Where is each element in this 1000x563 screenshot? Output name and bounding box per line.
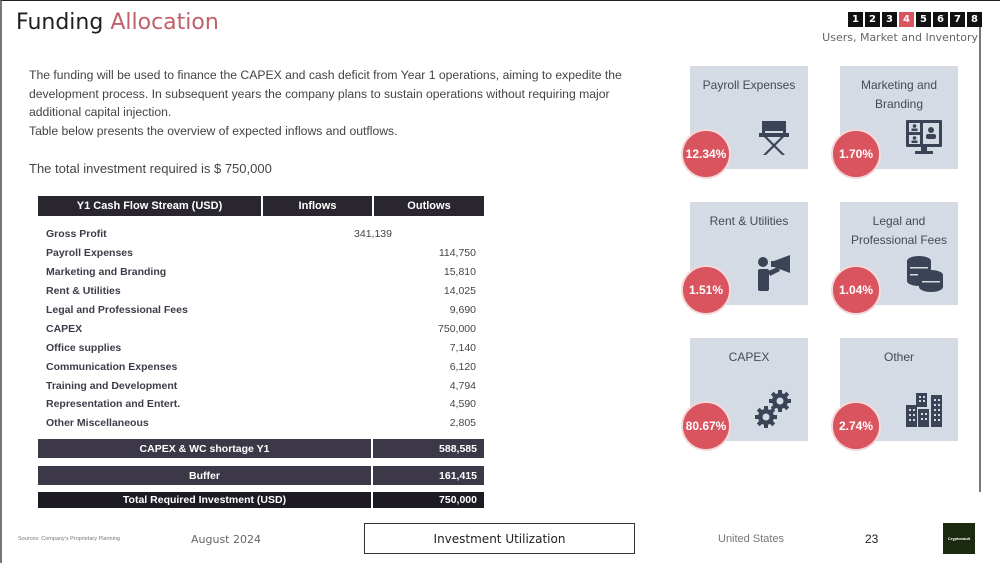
pager-item-1[interactable]: 1 [848, 12, 863, 27]
summary-value: 750,000 [373, 492, 484, 508]
card-title: Marketing and Branding [860, 78, 938, 111]
right-divider [979, 14, 981, 492]
footer-country: United States [718, 533, 785, 545]
footer-date: August 2024 [191, 533, 261, 546]
summary-value: 588,585 [373, 439, 484, 458]
page-number: 23 [865, 532, 879, 546]
percent-badge: 1.51% [681, 265, 731, 315]
row-outflow: 114,750 [438, 247, 476, 260]
card-title: CAPEX [728, 350, 770, 364]
summary-value: 161,415 [373, 466, 484, 485]
row-outflow: 4,794 [449, 379, 476, 392]
summary-row-shortage: CAPEX & WC shortage Y1 588,585 [38, 439, 484, 458]
row-label: Rent & Utilities [46, 285, 121, 298]
page-title: Funding Allocation [16, 10, 219, 35]
pager-item-7[interactable]: 7 [950, 12, 965, 27]
card-title: Rent & Utilities [709, 214, 789, 228]
row-outflow: 2,805 [449, 417, 476, 430]
title-accent: Allocation [110, 10, 219, 35]
megaphone-person-icon [758, 255, 790, 291]
table-header-inflows: Inflows [263, 196, 372, 216]
row-label: Gross Profit [46, 228, 107, 241]
row-outflow: 15,810 [443, 266, 476, 279]
cash-flow-table: Gross Profit 341,139 Payroll Expenses 114,… [38, 225, 484, 433]
percent-badge: 12.34% [681, 129, 731, 179]
card-payroll: Payroll Expenses [690, 66, 808, 169]
table-note: Table below presents the overview of exp… [29, 123, 398, 138]
footer-section-title: Investment Utilization [364, 523, 635, 554]
row-outflow: 6,120 [449, 360, 476, 373]
title-main: Funding [16, 10, 104, 35]
card-marketing: Marketing and Branding [840, 66, 958, 169]
row-label: CAPEX [46, 322, 83, 335]
row-label: Training and Development [46, 379, 178, 392]
footer-sources: Sources: Company's Proprietary Planning [18, 536, 120, 542]
table-row: Rent & Utilities 14,025 [38, 282, 484, 301]
row-label: Other Miscellaneous [46, 417, 149, 430]
pager-item-4-active[interactable]: 4 [899, 12, 914, 27]
pager-item-2[interactable]: 2 [865, 12, 880, 27]
row-outflow: 14,025 [443, 285, 476, 298]
row-label: Representation and Entert. [46, 398, 181, 411]
summary-label: CAPEX & WC shortage Y1 [38, 439, 371, 458]
table-row: Payroll Expenses 114,750 [38, 244, 484, 263]
table-header-outflows: Outlows [374, 196, 484, 216]
section-pager: 1 2 3 4 5 6 7 8 [848, 12, 982, 27]
buildings-icon [906, 393, 942, 427]
card-title: Payroll Expenses [702, 78, 796, 92]
pager-item-8[interactable]: 8 [967, 12, 982, 27]
table-row: Other Miscellaneous 2,805 [38, 414, 484, 433]
total-investment-line: The total investment required is $ 750,0… [29, 161, 272, 176]
row-outflow: 9,690 [449, 304, 476, 316]
percent-badge: 1.04% [831, 265, 881, 315]
summary-label: Buffer [38, 466, 371, 485]
card-other: Other [840, 338, 958, 441]
company-logo: Cryptovault [943, 523, 975, 554]
row-label: Legal and Professional Fees [46, 304, 188, 316]
pager-item-5[interactable]: 5 [916, 12, 931, 27]
row-inflow: 341,139 [354, 228, 392, 241]
table-row: Legal and Professional Fees 9,690 [38, 301, 484, 320]
card-title: Other [883, 350, 914, 364]
intro-text: The funding will be used to finance the … [29, 66, 649, 140]
video-conference-icon [906, 120, 942, 154]
table-row: CAPEX 750,000 [38, 319, 484, 338]
row-label: Office supplies [46, 341, 122, 354]
table-row: Representation and Entert. 4,590 [38, 395, 484, 414]
summary-row-total: Total Required Investment (USD) 750,000 [38, 492, 484, 508]
card-rent: Rent & Utilities [690, 202, 808, 305]
row-outflow: 750,000 [438, 322, 476, 335]
summary-label: Total Required Investment (USD) [38, 492, 371, 508]
director-chair-icon [759, 121, 789, 155]
card-title: Legal and Professional Fees [850, 214, 948, 247]
percent-badge: 80.67% [681, 401, 731, 451]
pager-item-3[interactable]: 3 [882, 12, 897, 27]
table-row: Communication Expenses 6,120 [38, 357, 484, 376]
row-label: Communication Expenses [46, 360, 178, 373]
percent-badge: 1.70% [831, 129, 881, 179]
table-row: Gross Profit 341,139 [38, 225, 484, 244]
percent-badge: 2.74% [831, 401, 881, 451]
table-header-stream: Y1 Cash Flow Stream (USD) [38, 196, 261, 216]
coins-icon [907, 256, 943, 292]
pager-item-6[interactable]: 6 [933, 12, 948, 27]
section-label: Users, Market and Inventory [822, 31, 978, 44]
row-outflow: 7,140 [449, 341, 476, 354]
intro-paragraph: The funding will be used to finance the … [29, 68, 622, 119]
table-row: Marketing and Branding 15,810 [38, 263, 484, 282]
summary-row-buffer: Buffer 161,415 [38, 466, 484, 485]
gears-icon [755, 390, 791, 428]
table-row: Training and Development 4,794 [38, 376, 484, 395]
row-outflow: 4,590 [449, 398, 476, 411]
row-label: Marketing and Branding [46, 266, 167, 279]
table-row: Office supplies 7,140 [38, 338, 484, 357]
row-label: Payroll Expenses [46, 247, 133, 260]
